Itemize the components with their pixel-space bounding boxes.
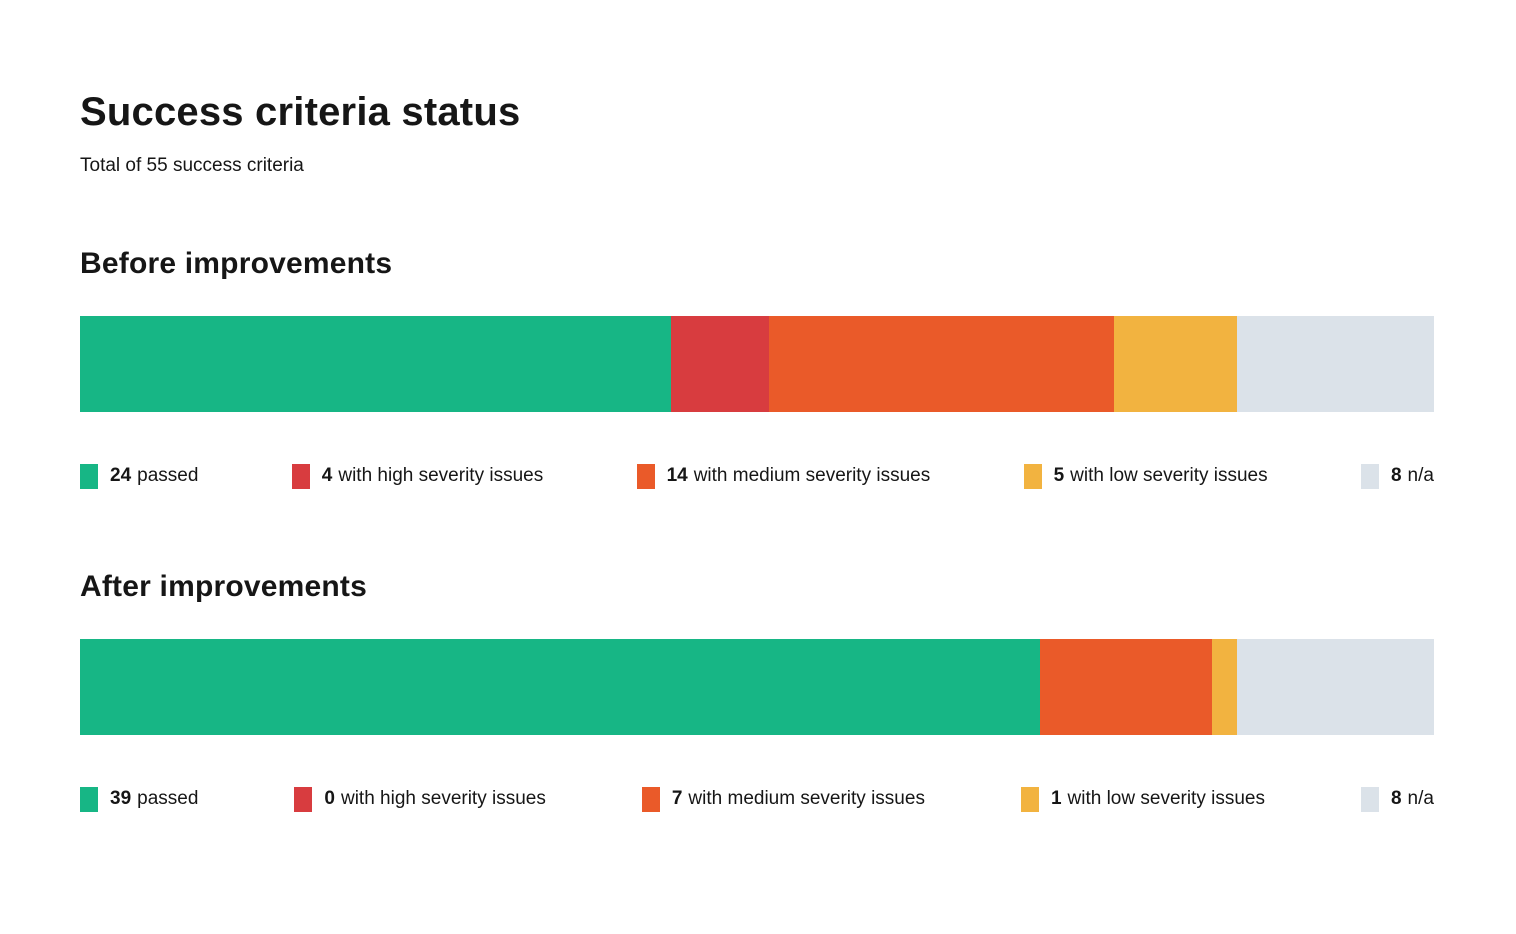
bar-segment-passed (80, 315, 671, 412)
bar-segment-low-severity (1113, 315, 1238, 412)
bar-segment-na (1237, 315, 1435, 412)
legend-swatch-medium-severity-icon (641, 786, 660, 812)
bar-segment-high-severity (670, 315, 770, 412)
bar-segment-medium-severity (769, 315, 1114, 412)
legend-count: 4 (321, 465, 333, 487)
legend-count: 8 (1390, 465, 1402, 487)
legend-item-medium-severity: 7 with medium severity issues (641, 786, 925, 812)
legend-count: 39 (110, 788, 132, 810)
bar-segment-medium-severity (1040, 638, 1213, 735)
after-legend: 39 passed 0 with high severity issues 7 … (80, 786, 1434, 812)
legend-label: with low severity issues (1067, 788, 1265, 810)
legend-label: with high severity issues (340, 788, 546, 810)
legend-item-passed: 39 passed (80, 786, 199, 812)
legend-count: 0 (324, 788, 335, 810)
legend-swatch-na-icon (1360, 463, 1379, 489)
bar-segment-low-severity (1212, 638, 1238, 735)
legend-label: with medium severity issues (688, 788, 925, 810)
legend-label: with high severity issues (338, 465, 544, 487)
legend-swatch-low-severity-icon (1020, 786, 1039, 812)
legend-item-high-severity: 0 with high severity issues (294, 786, 546, 812)
before-stacked-bar (80, 315, 1435, 412)
legend-label: with medium severity issues (693, 465, 931, 487)
before-legend: 24 passed 4 with high severity issues 14… (80, 463, 1434, 489)
legend-count: 24 (110, 465, 132, 487)
legend-label: passed (137, 788, 199, 810)
legend-count: 14 (666, 465, 688, 487)
legend-label: n/a (1407, 465, 1434, 487)
legend-swatch-passed-icon (80, 786, 98, 812)
legend-label: with low severity issues (1070, 465, 1268, 487)
report-page: Success criteria status Total of 55 succ… (80, 90, 1435, 812)
after-stacked-bar (80, 638, 1435, 735)
page-title: Success criteria status (80, 90, 521, 134)
legend-label: n/a (1407, 788, 1434, 810)
legend-swatch-high-severity-icon (294, 786, 313, 812)
bar-segment-na (1237, 638, 1435, 735)
legend-item-na: 8 n/a (1360, 463, 1434, 489)
legend-item-medium-severity: 14 with medium severity issues (636, 463, 931, 489)
legend-count: 8 (1390, 788, 1402, 810)
legend-swatch-passed-icon (80, 463, 98, 489)
page-subtitle: Total of 55 success criteria (80, 155, 304, 176)
legend-item-passed: 24 passed (80, 463, 199, 489)
legend-swatch-high-severity-icon (291, 463, 310, 489)
legend-swatch-na-icon (1360, 786, 1379, 812)
legend-item-high-severity: 4 with high severity issues (291, 463, 544, 489)
legend-item-na: 8 n/a (1360, 786, 1434, 812)
legend-count: 7 (671, 788, 683, 810)
legend-count: 5 (1053, 465, 1065, 487)
section-heading-before: Before improvements (80, 246, 393, 280)
legend-count: 1 (1050, 788, 1062, 810)
legend-swatch-low-severity-icon (1023, 463, 1042, 489)
legend-item-low-severity: 1 with low severity issues (1020, 786, 1265, 812)
bar-segment-passed (80, 638, 1041, 735)
legend-label: passed (137, 465, 199, 487)
legend-item-low-severity: 5 with low severity issues (1023, 463, 1268, 489)
legend-swatch-medium-severity-icon (636, 463, 655, 489)
section-heading-after: After improvements (80, 569, 368, 603)
